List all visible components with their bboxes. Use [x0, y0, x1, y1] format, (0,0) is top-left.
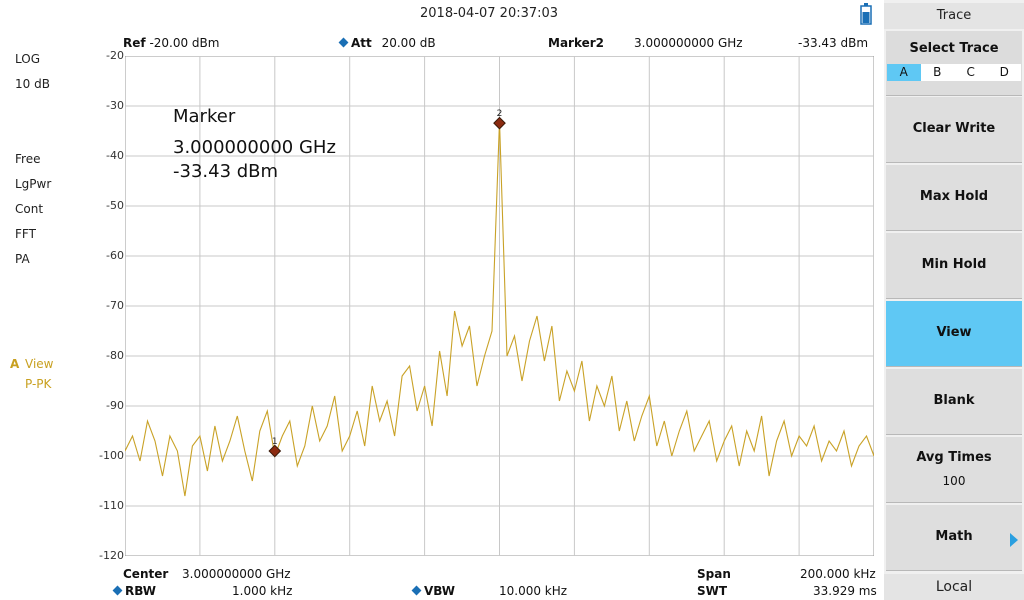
trace-state: View	[25, 357, 54, 371]
readout-freq: 3.000000000 GHz	[173, 137, 336, 158]
y-tick-label: -70	[106, 299, 124, 312]
select-trace-key[interactable]: Select Trace A B C D	[886, 31, 1022, 96]
trace-option-a[interactable]: A	[887, 64, 921, 81]
attenuation: Att 20.00 dB	[338, 36, 436, 50]
math-label: Math	[935, 529, 973, 544]
trigger-label: Free	[15, 152, 41, 166]
marker-2-diamond	[493, 116, 506, 130]
submenu-arrow-icon	[1010, 533, 1018, 547]
marker-2-label: 2	[497, 109, 503, 119]
date-time: 2018-04-07 20:37:03	[420, 6, 559, 21]
clear-write-button[interactable]: Clear Write	[886, 97, 1022, 163]
blank-button[interactable]: Blank	[886, 369, 1022, 435]
rbw-label: RBW	[125, 584, 156, 598]
clear-write-label: Clear Write	[912, 121, 996, 136]
view-button[interactable]: View	[886, 301, 1022, 367]
swt-label: SWT	[697, 584, 728, 598]
marker-group: 12	[268, 109, 506, 458]
att-value: 20.00 dB	[381, 36, 436, 50]
marker-amp: -33.43 dBm	[798, 36, 869, 50]
readout-title: Marker	[173, 106, 236, 127]
select-trace-label: Select Trace	[909, 41, 999, 56]
ref-value: -20.00 dBm	[149, 36, 220, 50]
trace-option-d[interactable]: D	[999, 65, 1009, 79]
center-label: Center	[123, 567, 169, 581]
view-label: View	[936, 325, 972, 340]
marker-1-label: 1	[272, 437, 278, 447]
trace-option-b[interactable]: B	[933, 65, 942, 79]
y-tick-label: -30	[106, 99, 124, 112]
ref-label: Ref	[123, 36, 146, 50]
blank-label: Blank	[933, 393, 975, 408]
marker-freq: 3.000000000 GHz	[634, 36, 743, 50]
avg-times-button[interactable]: Avg Times 100	[886, 437, 1022, 503]
marker-label: Marker2	[548, 36, 605, 50]
y-tick-label: -60	[106, 249, 124, 262]
avg-times-label: Avg Times	[916, 450, 992, 465]
vbw-value: 10.000 kHz	[499, 584, 568, 598]
math-button[interactable]: Math	[886, 505, 1022, 571]
y-tick-label: -20	[106, 49, 124, 62]
vbw-label: VBW	[424, 584, 456, 598]
marker-1-diamond	[268, 444, 282, 458]
local-button[interactable]: Local	[884, 574, 1024, 600]
plot-grid	[125, 56, 874, 556]
trace-options: A B C D	[887, 64, 1021, 81]
spectrum-plot[interactable]: 12	[125, 56, 874, 556]
softkey-panel: Trace Select Trace A B C D Clear Write M…	[884, 0, 1024, 600]
y-tick-label: -80	[106, 349, 124, 362]
trace-option-c[interactable]: C	[966, 65, 975, 79]
y-tick-label: -90	[106, 399, 124, 412]
max-hold-button[interactable]: Max Hold	[886, 165, 1022, 231]
span-label: Span	[697, 567, 731, 581]
readout-amp: -33.43 dBm	[173, 161, 279, 182]
swt-value: 33.929 ms	[813, 584, 877, 598]
center-value: 3.000000000 GHz	[182, 567, 291, 581]
battery-icon	[860, 3, 872, 25]
detector-label: LgPwr	[15, 177, 52, 191]
vbw: VBW	[411, 584, 456, 598]
avg-times-value: 100	[942, 474, 966, 488]
preamp-label: PA	[15, 252, 30, 266]
rbw: RBW	[112, 584, 156, 598]
att-diamond-icon	[338, 37, 349, 48]
vbw-diamond-icon	[411, 585, 422, 596]
trace-detector: P-PK	[25, 377, 52, 391]
span-value: 200.000 kHz	[800, 567, 876, 581]
max-hold-label: Max Hold	[919, 189, 989, 204]
sweep-label: Cont	[15, 202, 44, 216]
min-hold-button[interactable]: Min Hold	[886, 233, 1022, 299]
y-tick-label: -50	[106, 199, 124, 212]
att-label: Att	[351, 36, 372, 50]
menu-title: Trace	[884, 3, 1024, 29]
y-tick-label: -40	[106, 149, 124, 162]
min-hold-label: Min Hold	[921, 257, 987, 272]
rbw-value: 1.000 kHz	[232, 584, 293, 598]
y-tick-label: -120	[99, 549, 124, 562]
ref-level: Ref -20.00 dBm	[123, 36, 219, 50]
scale-label: LOG	[15, 52, 41, 66]
rbw-diamond-icon	[112, 585, 123, 596]
mode-label: FFT	[15, 227, 36, 241]
y-tick-label: -100	[99, 449, 124, 462]
trace-letter: A	[10, 357, 20, 371]
y-tick-label: -110	[99, 499, 124, 512]
div-label: 10 dB	[15, 77, 50, 91]
